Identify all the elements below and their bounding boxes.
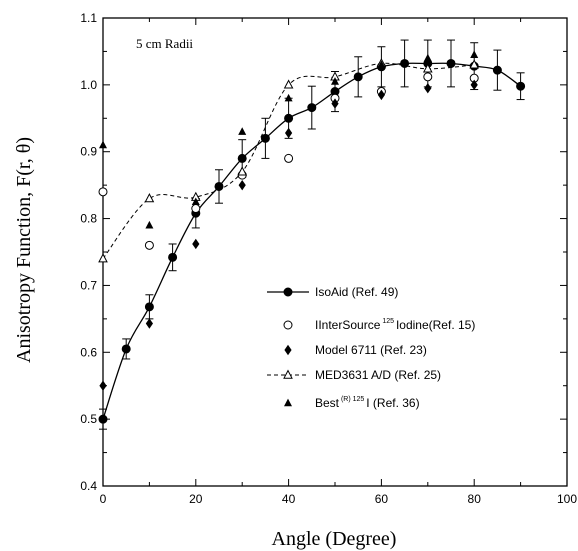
x-tick-label: 20 <box>189 492 203 506</box>
data-point <box>238 127 247 135</box>
x-axis: 0 20 40 60 80 100 <box>100 18 577 506</box>
data-point <box>331 77 339 85</box>
data-point <box>469 59 480 69</box>
legend-marker <box>284 344 292 356</box>
legend-label: MED3631 A/D (Ref. 25) <box>315 368 441 382</box>
data-point <box>168 252 178 262</box>
data-point <box>470 79 478 91</box>
legend-marker <box>283 369 293 379</box>
x-tick-label: 0 <box>100 492 107 506</box>
data-point <box>284 93 293 102</box>
y-tick-label: 1.1 <box>80 11 97 25</box>
y-tick-label: 0.8 <box>80 212 97 226</box>
data-point <box>98 187 108 197</box>
data-point <box>98 253 108 263</box>
data-point <box>423 53 432 62</box>
data-point <box>144 193 155 203</box>
data-point <box>191 197 200 206</box>
data-point <box>99 140 107 149</box>
y-axis: 0.4 0.5 0.6 0.7 0.8 0.9 1.0 1.1 <box>80 11 567 493</box>
data-point <box>423 72 433 82</box>
legend-label-superscript: (R) 125 <box>339 396 366 403</box>
series-2 <box>99 79 478 391</box>
data-point <box>283 79 294 89</box>
data-point <box>422 63 433 73</box>
x-tick-label: 80 <box>468 492 482 506</box>
data-point <box>353 72 363 82</box>
data-point <box>237 153 247 163</box>
legend-marker <box>283 320 293 330</box>
legend-label-suffix: Iodine(Ref. 15) <box>396 318 475 332</box>
legend-label: IsoAid (Ref. 49) <box>315 285 398 299</box>
data-point <box>331 98 339 109</box>
legend-label-superscript: 125 <box>380 318 396 325</box>
data-point <box>446 58 456 68</box>
x-tick-label: 100 <box>557 492 577 506</box>
legend-label: Model 6711 (Ref. 23) <box>315 343 427 357</box>
legend-label: Best (R) 125 I (Ref. 36) <box>315 396 420 410</box>
data-point <box>492 65 502 75</box>
y-tick-label: 0.7 <box>80 278 97 292</box>
series-4 <box>99 50 479 229</box>
data-point <box>191 204 201 214</box>
y-tick-label: 0.5 <box>80 412 97 426</box>
data-point <box>285 127 293 139</box>
data-point <box>192 238 200 250</box>
annotation-text: 5 cm Radii <box>136 36 193 51</box>
y-tick-label: 0.9 <box>80 145 97 159</box>
series-layer <box>98 39 526 430</box>
data-point <box>237 166 248 176</box>
data-point <box>307 103 317 113</box>
data-point <box>98 414 108 424</box>
x-tick-label: 60 <box>375 492 389 506</box>
data-point <box>145 318 153 329</box>
data-point <box>144 302 154 312</box>
data-point <box>377 60 386 68</box>
data-point <box>144 240 154 250</box>
y-tick-label: 0.4 <box>80 479 97 493</box>
data-point <box>238 179 246 191</box>
x-axis-label: Angle (Degree) <box>272 528 397 550</box>
legend: IsoAid (Ref. 49) IInterSource 125 Iodine(… <box>267 285 475 410</box>
y-tick-label: 0.6 <box>80 345 97 359</box>
series-line <box>102 62 475 259</box>
data-point <box>470 50 479 58</box>
legend-marker <box>283 287 293 297</box>
data-point <box>99 380 107 391</box>
data-point <box>284 113 294 123</box>
series-1 <box>98 72 479 250</box>
data-point <box>516 81 526 91</box>
data-point <box>377 89 385 101</box>
data-point <box>424 83 432 94</box>
y-tick-label: 1.0 <box>80 78 97 92</box>
data-point <box>260 133 270 143</box>
x-tick-label: 40 <box>282 492 296 506</box>
legend-marker <box>284 398 292 407</box>
data-point <box>145 220 154 229</box>
legend-label-suffix: I (Ref. 36) <box>366 396 419 410</box>
y-axis-label: Anisotropy Function, F(r, θ) <box>13 137 35 363</box>
data-point <box>121 344 131 354</box>
data-point <box>284 153 294 163</box>
series-0 <box>98 39 526 430</box>
legend-label: IInterSource 125 Iodine(Ref. 15) <box>315 318 475 332</box>
